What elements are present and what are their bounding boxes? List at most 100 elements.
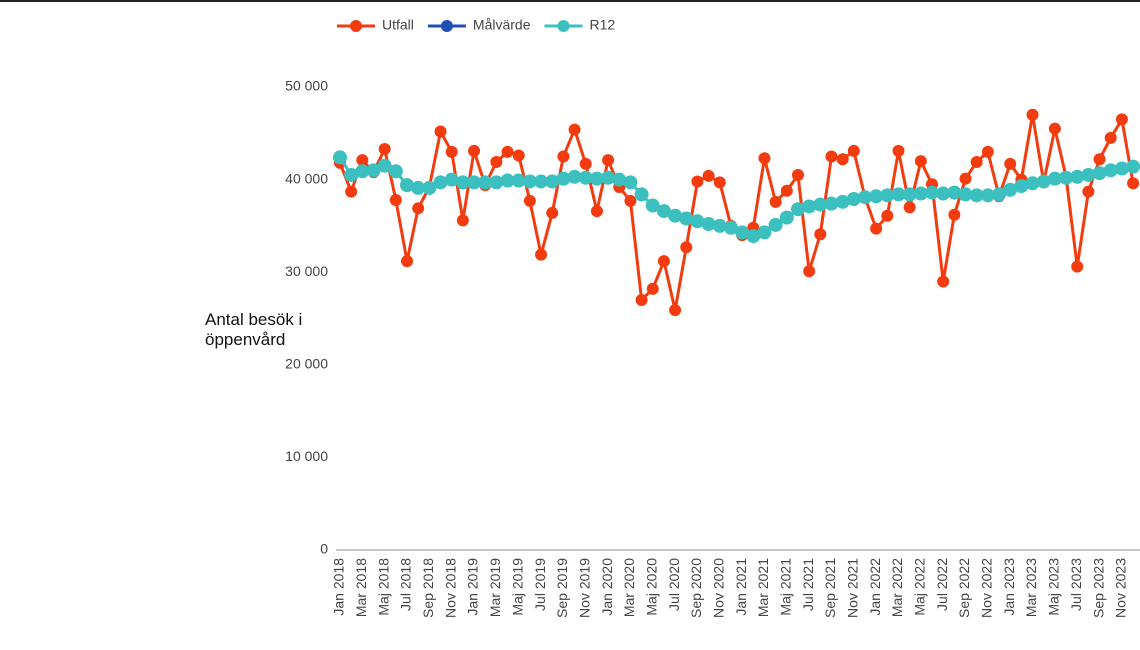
data-point bbox=[1004, 157, 1017, 170]
legend-marker bbox=[350, 20, 362, 32]
data-point bbox=[624, 194, 637, 207]
data-point bbox=[1014, 179, 1029, 194]
x-tick-label: Mar 2018 bbox=[353, 558, 369, 617]
data-point bbox=[925, 185, 940, 200]
data-point bbox=[735, 225, 750, 240]
data-point bbox=[401, 255, 414, 268]
data-point bbox=[836, 153, 849, 166]
data-point bbox=[802, 199, 817, 214]
data-point bbox=[1070, 169, 1085, 184]
data-point bbox=[857, 190, 872, 205]
data-point bbox=[835, 194, 850, 209]
data-point bbox=[970, 156, 983, 169]
data-point bbox=[936, 186, 951, 201]
x-tick-label: Mar 2022 bbox=[889, 558, 905, 617]
data-point bbox=[791, 168, 804, 181]
legend-marker bbox=[557, 20, 570, 32]
data-point bbox=[712, 218, 727, 233]
data-point bbox=[366, 163, 381, 178]
data-point bbox=[914, 155, 927, 168]
data-point bbox=[557, 150, 570, 163]
x-tick-label: Maj 2022 bbox=[912, 558, 928, 616]
data-point bbox=[512, 149, 525, 162]
data-point bbox=[500, 173, 515, 188]
y-tick-label: 30 000 bbox=[285, 263, 328, 279]
data-point bbox=[434, 125, 447, 138]
data-point bbox=[980, 188, 995, 203]
x-tick-label: Mar 2019 bbox=[487, 558, 503, 617]
data-point bbox=[355, 164, 370, 179]
y-tick-label: 50 000 bbox=[285, 78, 328, 94]
data-point bbox=[1114, 161, 1129, 176]
data-point bbox=[546, 206, 559, 219]
data-point bbox=[825, 150, 838, 163]
data-point bbox=[333, 150, 347, 165]
x-tick-label: Nov 2018 bbox=[442, 558, 458, 618]
data-point bbox=[602, 154, 615, 167]
data-point bbox=[1048, 122, 1061, 135]
data-point bbox=[523, 194, 536, 207]
data-point bbox=[702, 169, 715, 182]
data-point bbox=[623, 175, 638, 190]
x-tick-label: Jul 2021 bbox=[800, 558, 816, 611]
data-point bbox=[568, 123, 581, 136]
x-tick-label: Jul 2019 bbox=[532, 558, 548, 611]
data-point bbox=[937, 275, 950, 288]
data-point bbox=[1127, 177, 1140, 190]
data-point bbox=[992, 187, 1007, 202]
x-tick-label: Maj 2020 bbox=[643, 558, 659, 616]
data-point bbox=[645, 198, 660, 213]
data-point bbox=[1092, 166, 1107, 181]
data-point bbox=[567, 169, 582, 184]
data-point bbox=[769, 195, 782, 208]
data-point bbox=[947, 185, 962, 200]
series-line bbox=[338, 113, 1135, 312]
data-point bbox=[455, 175, 470, 190]
data-point bbox=[746, 229, 761, 244]
x-tick-label: Sep 2019 bbox=[554, 558, 570, 618]
x-tick-label: Nov 2019 bbox=[576, 558, 592, 618]
top-border bbox=[0, 0, 1140, 2]
data-point bbox=[601, 170, 616, 185]
data-point bbox=[846, 192, 861, 207]
data-point bbox=[634, 187, 649, 202]
data-point bbox=[902, 187, 917, 202]
x-tick-label: Maj 2019 bbox=[509, 558, 525, 616]
data-point bbox=[1026, 108, 1039, 121]
data-point bbox=[713, 176, 726, 189]
data-point bbox=[412, 202, 425, 215]
data-point bbox=[489, 175, 504, 190]
data-point bbox=[1082, 185, 1095, 198]
data-point bbox=[445, 145, 458, 158]
x-tick-label: Jan 2018 bbox=[331, 558, 347, 616]
x-tick-label: Mar 2023 bbox=[1023, 558, 1039, 617]
data-point bbox=[870, 222, 883, 235]
x-tick-label: Jan 2020 bbox=[599, 558, 615, 616]
x-tick-label: Sep 2020 bbox=[688, 558, 704, 618]
data-point bbox=[969, 188, 984, 203]
data-point bbox=[701, 217, 716, 232]
data-point bbox=[356, 154, 369, 167]
data-point bbox=[646, 282, 659, 295]
y-tick-label: 0 bbox=[320, 541, 328, 557]
data-point bbox=[578, 170, 593, 185]
data-point bbox=[389, 193, 402, 206]
data-point bbox=[522, 174, 537, 189]
data-point bbox=[556, 171, 571, 186]
data-point bbox=[723, 220, 738, 235]
x-tick-label: Jul 2020 bbox=[666, 558, 682, 611]
data-point bbox=[790, 202, 805, 217]
data-point bbox=[468, 144, 481, 157]
data-point bbox=[656, 204, 671, 219]
data-point bbox=[881, 209, 894, 222]
data-point bbox=[657, 255, 670, 268]
data-point bbox=[344, 167, 359, 182]
y-tick-label: 10 000 bbox=[285, 448, 328, 464]
data-point bbox=[869, 189, 884, 204]
data-point bbox=[590, 205, 603, 218]
data-point bbox=[1036, 174, 1051, 189]
x-tick-label: Jan 2019 bbox=[465, 558, 481, 616]
y-tick-label: 40 000 bbox=[285, 170, 328, 186]
data-point bbox=[1071, 260, 1084, 273]
data-point bbox=[545, 174, 560, 189]
